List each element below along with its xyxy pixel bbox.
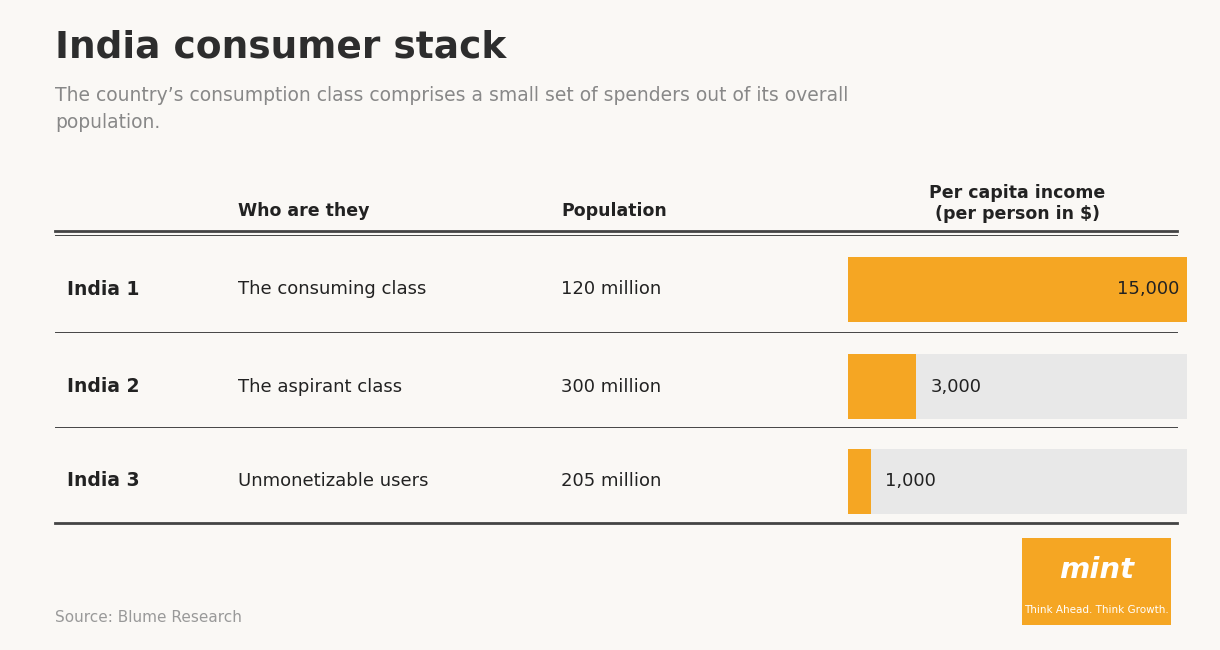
Text: 205 million: 205 million [561, 472, 661, 490]
FancyBboxPatch shape [848, 448, 871, 514]
Text: Per capita income
(per person in $): Per capita income (per person in $) [930, 184, 1105, 223]
Text: India 3: India 3 [67, 471, 140, 491]
Text: India 1: India 1 [67, 280, 139, 299]
Text: 1,000: 1,000 [886, 472, 936, 490]
FancyBboxPatch shape [848, 354, 1187, 419]
Text: 3,000: 3,000 [931, 378, 981, 396]
Text: Think Ahead. Think Growth.: Think Ahead. Think Growth. [1025, 605, 1169, 616]
FancyBboxPatch shape [848, 354, 916, 419]
Text: mint: mint [1059, 556, 1135, 584]
Text: 120 million: 120 million [561, 280, 661, 298]
Text: Who are they: Who are they [238, 202, 370, 220]
FancyBboxPatch shape [848, 257, 1187, 322]
Text: Source: Blume Research: Source: Blume Research [55, 610, 242, 625]
FancyBboxPatch shape [848, 448, 1187, 514]
Text: India 2: India 2 [67, 377, 139, 396]
Text: Unmonetizable users: Unmonetizable users [238, 472, 428, 490]
Text: India consumer stack: India consumer stack [55, 29, 506, 65]
Text: 300 million: 300 million [561, 378, 661, 396]
Text: The country’s consumption class comprises a small set of spenders out of its ove: The country’s consumption class comprise… [55, 86, 848, 132]
Text: Population: Population [561, 202, 667, 220]
FancyBboxPatch shape [848, 257, 1187, 322]
Text: The consuming class: The consuming class [238, 280, 426, 298]
Text: 15,000: 15,000 [1118, 280, 1180, 298]
Text: The aspirant class: The aspirant class [238, 378, 403, 396]
FancyBboxPatch shape [1022, 538, 1171, 625]
